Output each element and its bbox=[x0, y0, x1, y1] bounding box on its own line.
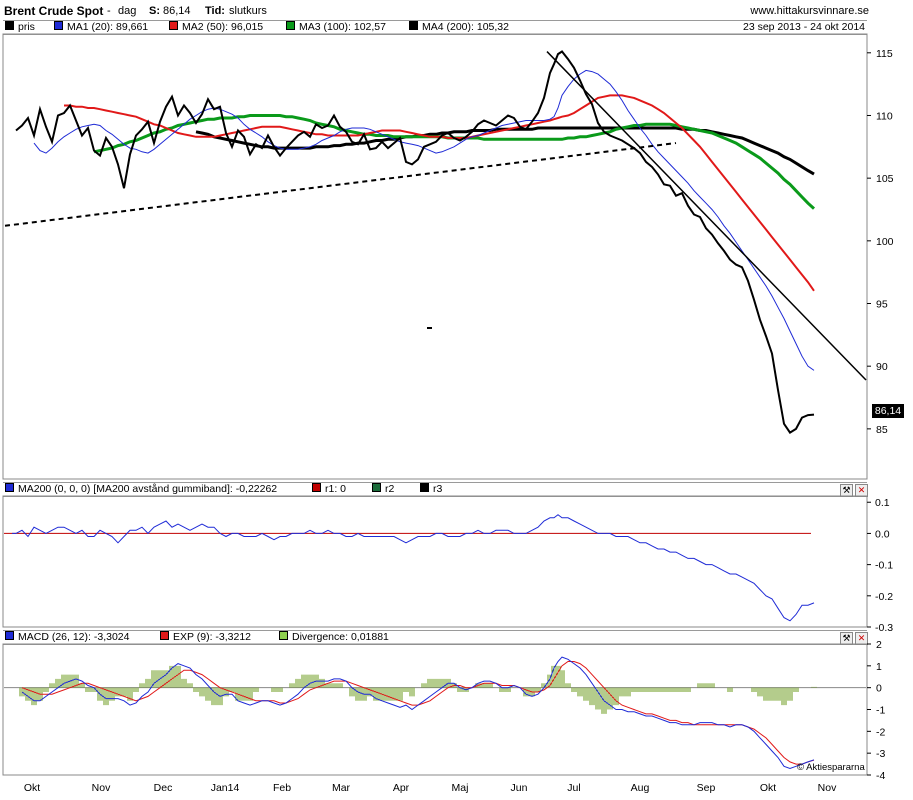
x-tick-label: Jul bbox=[567, 782, 580, 794]
y-tick-label: -0.2 bbox=[875, 591, 893, 603]
legend-swatch-ma200 bbox=[5, 483, 14, 492]
price-line bbox=[15, 50, 815, 434]
y-tick-label: -0.1 bbox=[875, 560, 893, 572]
x-tick-label: Nov bbox=[818, 782, 837, 794]
legend-swatch-r2 bbox=[372, 483, 381, 492]
y-tick-label: 0.1 bbox=[875, 497, 890, 509]
x-tick-label: Sep bbox=[697, 782, 716, 794]
legend-r2: r2 bbox=[385, 483, 395, 495]
y-tick-label: -1 bbox=[876, 705, 885, 717]
y-tick-label: 100 bbox=[876, 236, 894, 248]
price-plot bbox=[4, 50, 867, 434]
ma1-line bbox=[33, 69, 815, 371]
legend-r1: r1: 0 bbox=[325, 483, 347, 495]
x-tick-label: Aug bbox=[631, 782, 650, 794]
y-tick-label: -4 bbox=[876, 770, 885, 782]
macd-plot bbox=[4, 656, 866, 770]
legend-swatch-divergence bbox=[279, 631, 288, 640]
x-tick-label: Feb bbox=[273, 782, 291, 794]
x-tick-label: Jun bbox=[511, 782, 528, 794]
resistance-trendline bbox=[546, 51, 867, 381]
legend-swatch-exp bbox=[160, 631, 169, 640]
price-panel-frame bbox=[2, 33, 868, 480]
y-tick-label: 2 bbox=[876, 639, 882, 651]
y-tick-label: 115 bbox=[876, 48, 893, 60]
ma4-line bbox=[195, 126, 815, 176]
y-tick-label: 110 bbox=[876, 110, 893, 122]
instrument-title: Brent Crude Spot bbox=[4, 4, 104, 18]
x-tick-label: Jan14 bbox=[211, 782, 240, 794]
macd-legend: MACD (26, 12): -3,3024 EXP (9): -3,3212 … bbox=[3, 630, 867, 645]
exp-line bbox=[21, 661, 815, 765]
x-tick-label: Maj bbox=[452, 782, 469, 794]
close-icon[interactable]: ✕ bbox=[855, 484, 868, 497]
legend-swatch-ma3 bbox=[286, 21, 295, 30]
legend-ma1: MA1 (20): 89,661 bbox=[67, 21, 149, 33]
x-tick-label: Okt bbox=[24, 782, 40, 794]
y-tick-label: -2 bbox=[876, 726, 885, 738]
y-tick-label: 1 bbox=[876, 661, 882, 673]
tid-value: slutkurs bbox=[229, 5, 267, 17]
last-price-marker: 86,14 bbox=[872, 404, 904, 418]
x-tick-label: Dec bbox=[154, 782, 173, 794]
x-tick-label: Nov bbox=[92, 782, 111, 794]
legend-ma2: MA2 (50): 96,015 bbox=[182, 21, 264, 33]
legend-ma3: MA3 (100): 102,57 bbox=[299, 21, 386, 33]
y-tick-label: 90 bbox=[876, 361, 888, 373]
y-tick-label: 0.0 bbox=[875, 528, 890, 540]
legend-swatch-pris bbox=[5, 21, 14, 30]
settings-icon[interactable]: ⚒ bbox=[840, 632, 853, 645]
period-label: dag bbox=[118, 5, 137, 17]
legend-ma4: MA4 (200): 105,32 bbox=[422, 21, 509, 33]
ma200-distance-line bbox=[12, 514, 815, 622]
x-tick-label: Apr bbox=[393, 782, 410, 794]
legend-pris: pris bbox=[18, 21, 35, 33]
legend-divergence: Divergence: 0,01881 bbox=[292, 631, 389, 643]
y-tick-label: -3 bbox=[876, 748, 885, 760]
s-value: 86,14 bbox=[163, 5, 191, 17]
legend-ma200: MA200 (0, 0, 0) [MA200 avstånd gummiband… bbox=[18, 483, 278, 495]
legend-r3: r3 bbox=[433, 483, 443, 495]
y-tick-label: 95 bbox=[876, 299, 888, 311]
x-tick-label: Mar bbox=[332, 782, 351, 794]
tid-label: Tid: bbox=[205, 5, 225, 17]
date-range: 23 sep 2013 - 24 okt 2014 bbox=[742, 21, 865, 33]
macd-panel-frame bbox=[2, 643, 868, 776]
legend-exp: EXP (9): -3,3212 bbox=[173, 631, 252, 643]
x-tick-label: Okt bbox=[760, 782, 776, 794]
chart-header: Brent Crude Spot - dag S: 86,14 Tid: slu… bbox=[0, 0, 913, 20]
ma200-panel-frame bbox=[2, 495, 868, 628]
watermark: © Aktiespararna bbox=[797, 762, 865, 773]
macd-line bbox=[21, 656, 815, 770]
ma200-plot bbox=[4, 514, 815, 622]
y-tick-label: 105 bbox=[876, 173, 894, 185]
s-label: S: bbox=[149, 5, 160, 17]
legend-swatch-ma1 bbox=[54, 21, 63, 30]
site-link[interactable]: www.hittakursvinnare.se bbox=[750, 5, 869, 17]
legend-swatch-r1 bbox=[312, 483, 321, 492]
y-tick-label: -0.3 bbox=[875, 622, 893, 634]
legend-swatch-macd bbox=[5, 631, 14, 640]
axes: Okt Nov Dec Jan14 Feb Mar Apr Maj Jun Jul Aug Sep Ok… bbox=[24, 48, 894, 794]
title-dash: - bbox=[107, 5, 111, 17]
legend-swatch-r3 bbox=[420, 483, 429, 492]
y-tick-label: 0 bbox=[876, 683, 882, 695]
legend-swatch-ma2 bbox=[169, 21, 178, 30]
y-tick-label: 85 bbox=[876, 424, 888, 436]
support-trendline bbox=[4, 142, 677, 227]
legend-macd: MACD (26, 12): -3,3024 bbox=[18, 631, 130, 643]
legend-swatch-ma4 bbox=[409, 21, 418, 30]
